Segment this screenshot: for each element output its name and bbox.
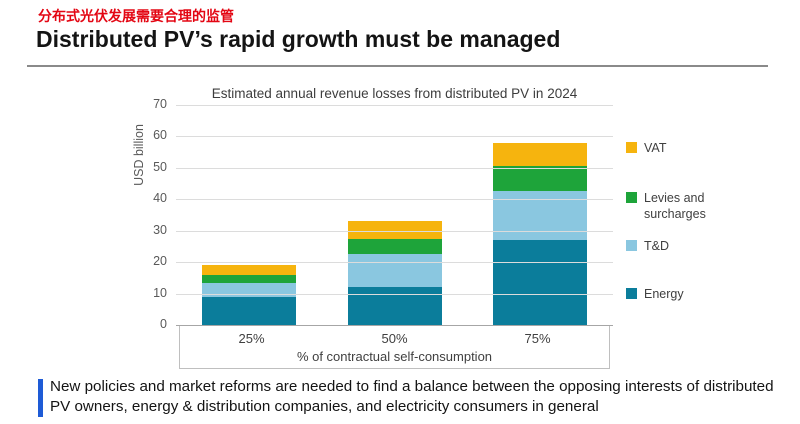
note-accent-bar <box>38 379 43 417</box>
category-label-row: 25% 50% 75% <box>180 331 609 346</box>
segment-levies-and-surcharges <box>347 238 442 255</box>
legend-item-energy: Energy <box>626 286 684 302</box>
segment-levies-and-surcharges <box>201 274 296 283</box>
legend-label: VAT <box>644 141 667 155</box>
gridline <box>176 136 613 138</box>
legend-swatch-vat <box>626 142 637 153</box>
stacked-bar-25 <box>201 265 296 325</box>
y-axis-label: USD billion <box>132 124 146 186</box>
y-tick-label: 70 <box>153 97 167 111</box>
y-tick-label: 0 <box>160 317 167 331</box>
gridline <box>176 105 613 106</box>
legend-label: Levies and surcharges <box>644 191 706 222</box>
chart-title: Estimated annual revenue losses from dis… <box>211 86 578 101</box>
segment-t-d <box>201 282 296 297</box>
stacked-bar-50 <box>347 221 442 325</box>
y-tick-label: 60 <box>153 128 167 143</box>
y-tick-label: 50 <box>153 159 167 174</box>
legend-item-levies-and-surcharges: Levies and surcharges <box>626 190 736 223</box>
segment-levies-and-surcharges <box>493 166 588 192</box>
segment-vat <box>201 265 296 275</box>
gridline <box>176 167 613 169</box>
bar-slot <box>322 105 468 325</box>
gridline <box>176 262 613 264</box>
plot-area: 0 10 20 30 40 50 60 70 <box>153 97 613 331</box>
gridline <box>176 230 613 232</box>
chinese-subtitle: 分布式光伏发展需要合理的监管 <box>38 8 234 24</box>
legend-swatch-energy <box>626 288 637 299</box>
gridline <box>176 293 613 295</box>
legend-label: Energy <box>644 287 684 301</box>
segment-vat <box>347 221 442 239</box>
y-tick-label: 30 <box>153 222 167 237</box>
x-tick-label: 75% <box>524 331 551 346</box>
page-title: Distributed PV’s rapid growth must be ma… <box>36 26 561 52</box>
x-tick-label: 50% <box>381 331 408 346</box>
legend-swatch-t-d <box>626 240 637 251</box>
header-divider <box>27 65 768 67</box>
y-tick-label: 10 <box>153 285 167 300</box>
x-tick-label: 25% <box>238 331 265 346</box>
stacked-bar-75 <box>493 142 588 325</box>
bottom-note: New policies and market reforms are need… <box>50 378 774 416</box>
legend-item-vat: VAT <box>626 140 666 156</box>
x-axis-line <box>176 325 613 326</box>
segment-energy <box>201 296 296 325</box>
bar-slot <box>467 105 613 325</box>
legend-item-t-d: T&D <box>626 238 669 254</box>
segment-t-d <box>347 254 442 288</box>
legend-label: T&D <box>644 239 669 253</box>
bars-row <box>176 105 613 325</box>
bar-slot <box>176 105 322 325</box>
x-axis-title: % of contractual self-consumption <box>296 349 493 364</box>
gridline <box>176 199 613 201</box>
y-tick-label: 20 <box>153 254 167 269</box>
x-axis-band: 25% 50% 75% % of contractual self-consumpt… <box>179 326 610 369</box>
legend-swatch-levies-and-surcharges <box>626 192 637 203</box>
segment-energy <box>493 240 588 325</box>
segment-vat <box>493 142 588 167</box>
y-tick-label: 40 <box>153 191 167 206</box>
chart-legend: VAT Levies and surcharges T&D Energy <box>626 105 786 325</box>
